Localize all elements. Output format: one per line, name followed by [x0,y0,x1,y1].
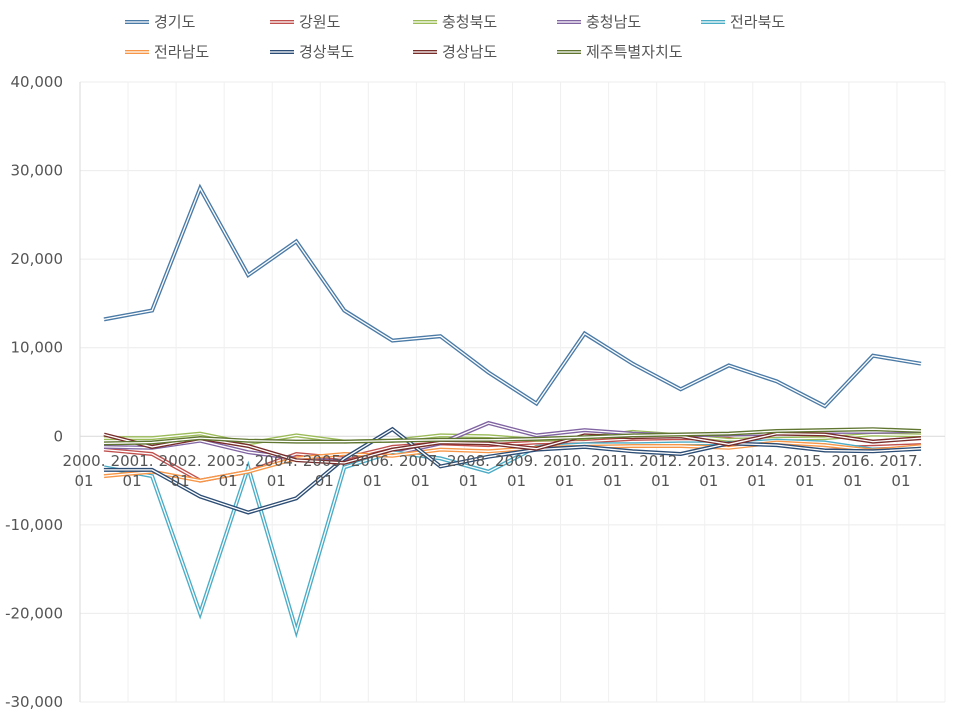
x-tick-label: 2015. [783,452,826,470]
legend-label: 강원도 [299,13,341,31]
y-tick-label: 10,000 [11,339,64,357]
x-tick-label: 2012. [639,452,682,470]
x-tick-label: 01 [315,472,334,490]
series-line-1 [103,186,922,408]
legend-label: 전라남도 [154,43,209,61]
x-tick-label: 01 [843,472,862,490]
x-tick-label: 01 [74,472,93,490]
y-tick-label: -30,000 [5,693,63,711]
y-tick-label: 0 [53,427,63,445]
x-tick-label: 2006. [351,452,394,470]
x-tick-label: 01 [123,472,142,490]
series-line-9 [103,428,922,445]
x-tick-label: 2002. [159,452,202,470]
x-tick-label: 2004. [255,452,298,470]
legend-label: 전라북도 [730,13,785,31]
x-tick-label: 2013. [687,452,730,470]
y-tick-label: 40,000 [11,73,64,91]
gridlines [80,81,946,703]
legend-label: 충청북도 [442,13,497,31]
x-tick-label: 01 [795,472,814,490]
legend-label: 충청남도 [586,13,641,31]
x-tick-label: 01 [411,472,430,490]
x-tick-label: 01 [267,472,286,490]
y-tick-label: -10,000 [5,516,63,534]
x-tick-label: 2008. [447,452,490,470]
series-line-6 [103,441,922,482]
y-tick-label: 30,000 [11,162,64,180]
y-tick-label: -20,000 [5,604,63,622]
x-tick-label: 2009. [495,452,538,470]
series-lines [103,183,922,639]
x-tick-label: 01 [891,472,910,490]
x-tick-label: 2000. [63,452,106,470]
x-tick-label: 2001. [111,452,154,470]
x-tick-label: 2003. [207,452,250,470]
x-tick-label: 01 [459,472,478,490]
x-tick-label: 01 [699,472,718,490]
y-tick-label: 20,000 [11,250,64,268]
x-axis-tick-labels: 2000. 01 2001. 01 2002. 01 2003. 01 2004. 01 2005.… [63,452,923,490]
x-tick-label: 2010. [543,452,586,470]
x-tick-label: 01 [363,472,382,490]
y-axis-tick-labels: 40,000 30,000 20,000 10,000 0 -10,000 -20,000 -… [5,73,63,711]
x-tick-label: 01 [555,472,574,490]
x-tick-label: 2017. [879,452,922,470]
x-tick-label: 01 [219,472,238,490]
x-tick-label: 2007. [399,452,442,470]
legend-label: 경기도 [154,13,196,31]
series-line-7 [104,428,922,514]
x-tick-label: 01 [171,472,190,490]
x-tick-label: 2011. [591,452,634,470]
series-line-8 [103,432,922,464]
x-tick-label: 2014. [735,452,778,470]
x-tick-label: 01 [603,472,622,490]
legend-label: 제주특별자치도 [586,43,683,61]
x-tick-label: 2005. [303,452,346,470]
x-tick-label: 2016. [831,452,874,470]
x-tick-label: 01 [507,472,526,490]
x-tick-label: 01 [651,472,670,490]
legend-label: 경상남도 [442,43,497,61]
x-tick-label: 01 [747,472,766,490]
legend-label: 경상북도 [299,43,354,61]
